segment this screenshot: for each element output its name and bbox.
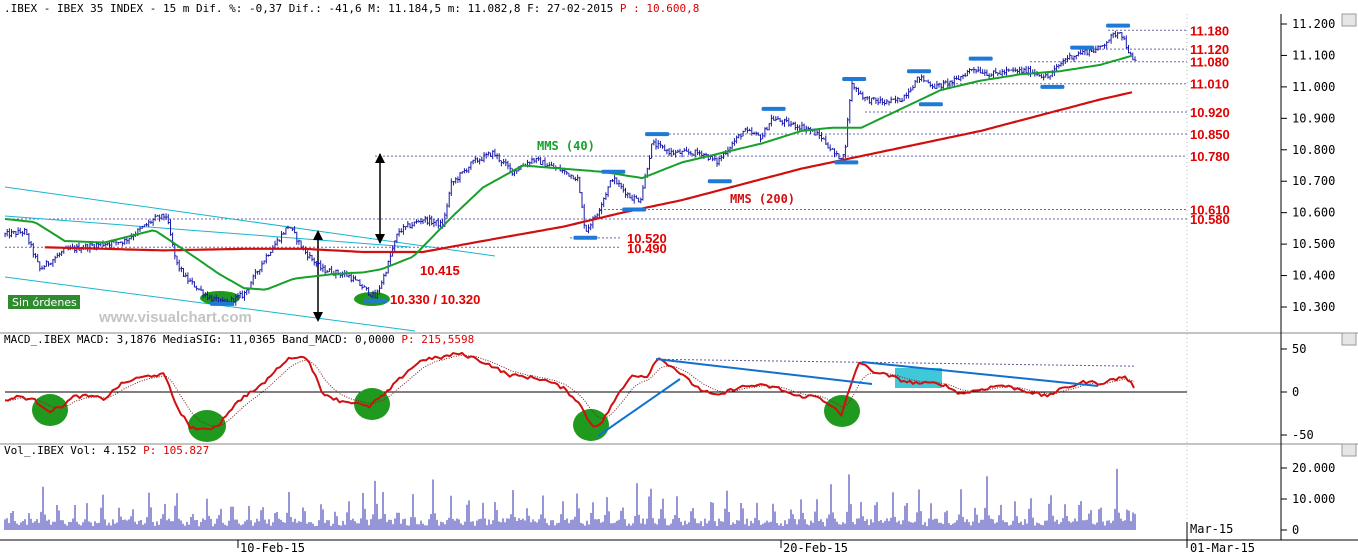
pivot-marker [363,298,388,303]
mms200-label: MMS (200) [730,192,795,206]
level-label: 10.780 [1190,149,1230,164]
macd-grid [5,358,1187,393]
y-tick-label: 0 [1292,385,1299,399]
label-10330: 10.330 / 10.320 [390,292,480,307]
x-tick-label: 10-Feb-15 [240,541,305,555]
level-label: 10.850 [1190,127,1230,142]
channel-mid-line [4,215,411,248]
macd-circles [32,368,942,442]
scroll-button[interactable] [1341,332,1357,346]
y-tick-label: 11.000 [1292,80,1335,94]
macd-circle [32,394,68,426]
channel-upper-line [4,186,496,257]
volume-y-axis: 20.000 10.000 0 [1281,461,1335,537]
price-series [4,30,1137,306]
label-10520: 10.520 [627,231,667,246]
mms40-label: MMS (40) [537,139,595,153]
macd-trend-line [861,361,1099,387]
macd-trend-lines [597,358,1099,437]
pivot-marker [645,132,670,137]
arrow-head [375,153,385,163]
sin-ordenes-badge[interactable] [8,295,80,309]
mms40-line [4,54,1133,291]
macd-trend-line [655,358,873,385]
pivot-marker [210,301,234,306]
pivot-marker [622,207,647,212]
sin-ordenes-text: Sin órdenes [12,296,77,309]
pivot-marker [573,235,598,240]
x-tick-label: Mar-15 [1190,522,1233,536]
label-10415: 10.415 [420,263,460,278]
y-tick-label: 11.200 [1292,17,1335,31]
y-tick-label: 10.000 [1292,492,1335,506]
pivot-marker [968,56,993,61]
scroll-up-button[interactable] [1341,13,1357,27]
level-label: 11.080 [1190,55,1229,70]
macd-trend-line [597,378,681,437]
macd-circle [188,410,226,442]
pivot-markers [210,23,1131,306]
macd-series [4,351,1135,431]
x-axis: 10-Feb-15 20-Feb-15 Mar-15 01-Mar-15 [237,522,1255,555]
scroll-button[interactable] [1341,443,1357,457]
y-tick-label: 10.700 [1292,174,1335,188]
pivot-marker [842,77,867,81]
x-tick-label: 01-Mar-15 [1190,541,1255,555]
level-label: 11.010 [1190,77,1229,92]
price-y-axis: 11.200 11.100 11.000 10.900 10.800 10.700 10.6… [1281,17,1335,314]
level-label: 11.180 [1190,23,1229,38]
level-label: 10.920 [1190,105,1230,120]
label-10490: 10.490 [627,241,667,256]
price-panel-header: .IBEX - IBEX 35 INDEX - 15 m Dif. %: -0,… [4,2,699,15]
y-tick-label: 10.500 [1292,237,1335,251]
arrow-head [375,234,385,244]
pivot-marker [601,169,626,174]
y-tick-label: 11.100 [1292,48,1335,62]
pivot-marker [761,106,786,111]
pivot-marker [907,69,931,74]
y-tick-label: 10.400 [1292,269,1335,283]
mms200-line [44,91,1133,254]
support-resistance-levels [5,29,1187,248]
y-tick-label: 10.900 [1292,111,1335,125]
level-label: 11.120 [1190,42,1229,57]
volume-bars [4,468,1136,530]
level-label: 10.610 [1190,203,1230,218]
macd-consolidation-box [895,368,942,388]
pivot-marker [918,102,943,107]
macd-line [4,351,1135,431]
pivot-marker [707,179,732,184]
watermark: www.visualchart.com [98,309,252,326]
y-tick-label: 10.300 [1292,300,1335,314]
x-tick-label: 20-Feb-15 [783,541,848,555]
macd-y-axis: 50 0 -50 [1281,342,1314,442]
y-tick-label: -50 [1292,428,1314,442]
arrow-head [313,230,323,240]
low-circle [200,291,240,305]
pivot-marker [1040,84,1065,89]
y-tick-label: 0 [1292,523,1299,537]
y-tick-label: 50 [1292,342,1306,356]
macd-panel-header: MACD_.IBEX MACD: 3,1876 MediaSIG: 11,036… [4,333,474,346]
arrow-head [313,312,323,322]
y-tick-label: 10.800 [1292,143,1335,157]
pivot-marker [834,160,859,165]
y-tick-label: 20.000 [1292,461,1335,475]
moving-averages [4,54,1133,291]
level-label: 10.580 [1190,212,1230,227]
pivot-marker [1106,23,1131,28]
y-tick-label: 10.600 [1292,206,1335,220]
volume-panel-header: Vol_.IBEX Vol: 4.152 P: 105.827 [4,444,209,457]
pivot-marker [1070,45,1095,50]
macd-level-line [659,358,1136,367]
